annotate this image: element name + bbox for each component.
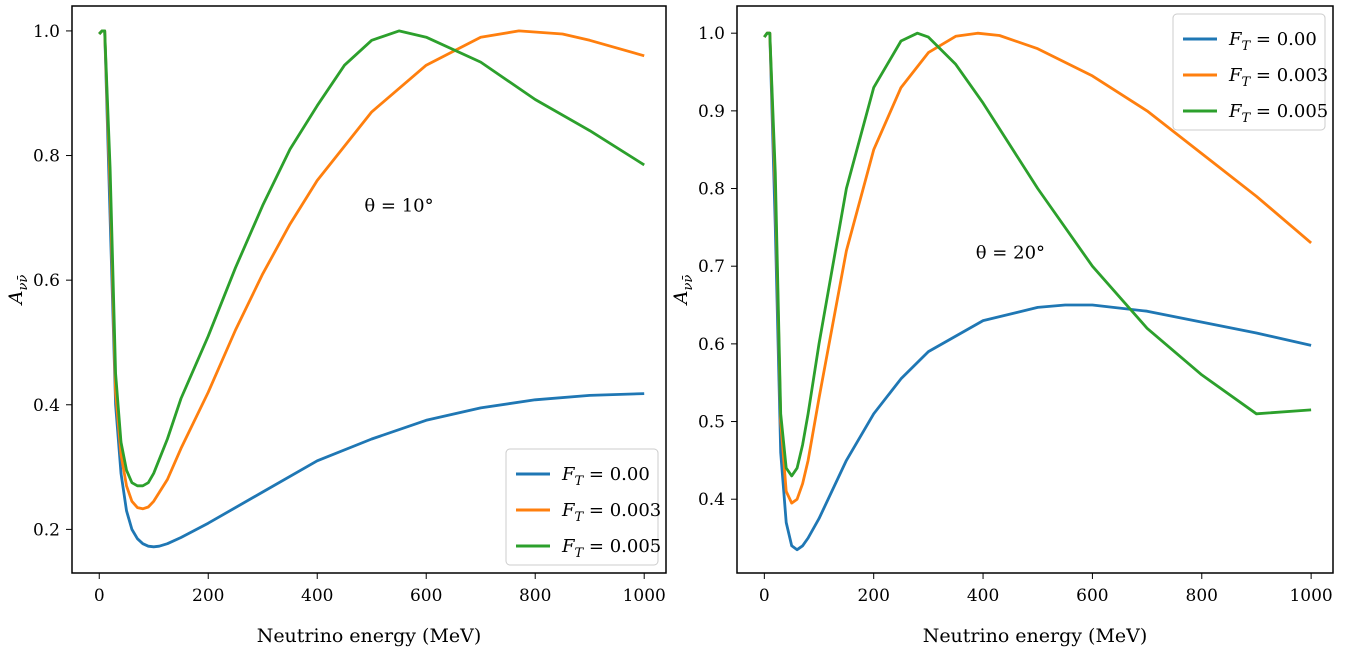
legend-label-2: FT = 0.003 <box>561 500 661 525</box>
y-tick-label: 0.4 <box>698 490 725 510</box>
x-axis-label: Neutrino energy (MeV) <box>923 625 1148 647</box>
y-tick-label: 0.2 <box>33 520 60 540</box>
x-tick-label: 400 <box>301 586 333 606</box>
y-tick-label: 0.8 <box>698 180 725 200</box>
x-tick-label: 1000 <box>1289 586 1332 606</box>
legend-label-3: FT = 0.005 <box>561 536 661 561</box>
y-tick-label: 0.5 <box>698 413 725 433</box>
x-tick-label: 800 <box>519 586 551 606</box>
x-tick-label: 200 <box>192 586 224 606</box>
y-tick-label: 0.6 <box>698 335 725 355</box>
y-tick-label: 1.0 <box>698 24 725 44</box>
x-tick-label: 600 <box>1076 586 1108 606</box>
x-tick-label: 800 <box>1186 586 1218 606</box>
x-tick-label: 0 <box>94 586 105 606</box>
plot-frame <box>71 5 667 574</box>
legend-label-1: FT = 0.00 <box>561 464 650 489</box>
x-tick-label: 0 <box>759 586 770 606</box>
series-line-2 <box>98 29 645 511</box>
y-tick-label: 0.4 <box>33 396 60 416</box>
series-line-3 <box>763 31 1312 478</box>
x-tick-label: 600 <box>410 586 442 606</box>
y-tick-label: 0.6 <box>33 271 60 291</box>
series-line-3 <box>98 29 645 488</box>
y-axis-label: Aνν̄ <box>670 275 696 307</box>
legend-label-1: FT = 0.00 <box>1228 29 1317 54</box>
y-tick-label: 0.7 <box>698 257 725 277</box>
x-tick-label: 400 <box>967 586 999 606</box>
legend: FT = 0.00 FT = 0.003 FT = 0.005 <box>505 448 661 566</box>
chart-panel-right: 0 200 400 600 800 1000 0.4 0.5 0.6 0.7 0.8 0.9 1.0 θ … <box>670 5 1334 647</box>
x-tick-label: 1000 <box>623 586 666 606</box>
legend-box <box>1172 13 1326 131</box>
legend-box <box>505 448 659 566</box>
x-axis-label: Neutrino energy (MeV) <box>257 625 482 647</box>
chart-panel-left: 0 200 400 600 800 1000 0.2 0.4 0.6 0.8 1.0 θ = 10° N… <box>5 5 667 647</box>
legend: FT = 0.00 FT = 0.003 FT = 0.005 <box>1172 13 1328 131</box>
y-tick-label: 1.0 <box>33 22 60 42</box>
y-tick-label: 0.8 <box>33 147 60 167</box>
theta-annotation: θ = 10° <box>364 196 433 217</box>
plot-frame <box>736 5 1334 574</box>
x-tick-label: 200 <box>857 586 889 606</box>
y-axis-label: Aνν̄ <box>5 275 31 307</box>
theta-annotation: θ = 20° <box>976 242 1045 263</box>
legend-label-2: FT = 0.003 <box>1228 65 1328 90</box>
legend-label-3: FT = 0.005 <box>1228 101 1328 126</box>
y-tick-label: 0.9 <box>698 102 725 122</box>
